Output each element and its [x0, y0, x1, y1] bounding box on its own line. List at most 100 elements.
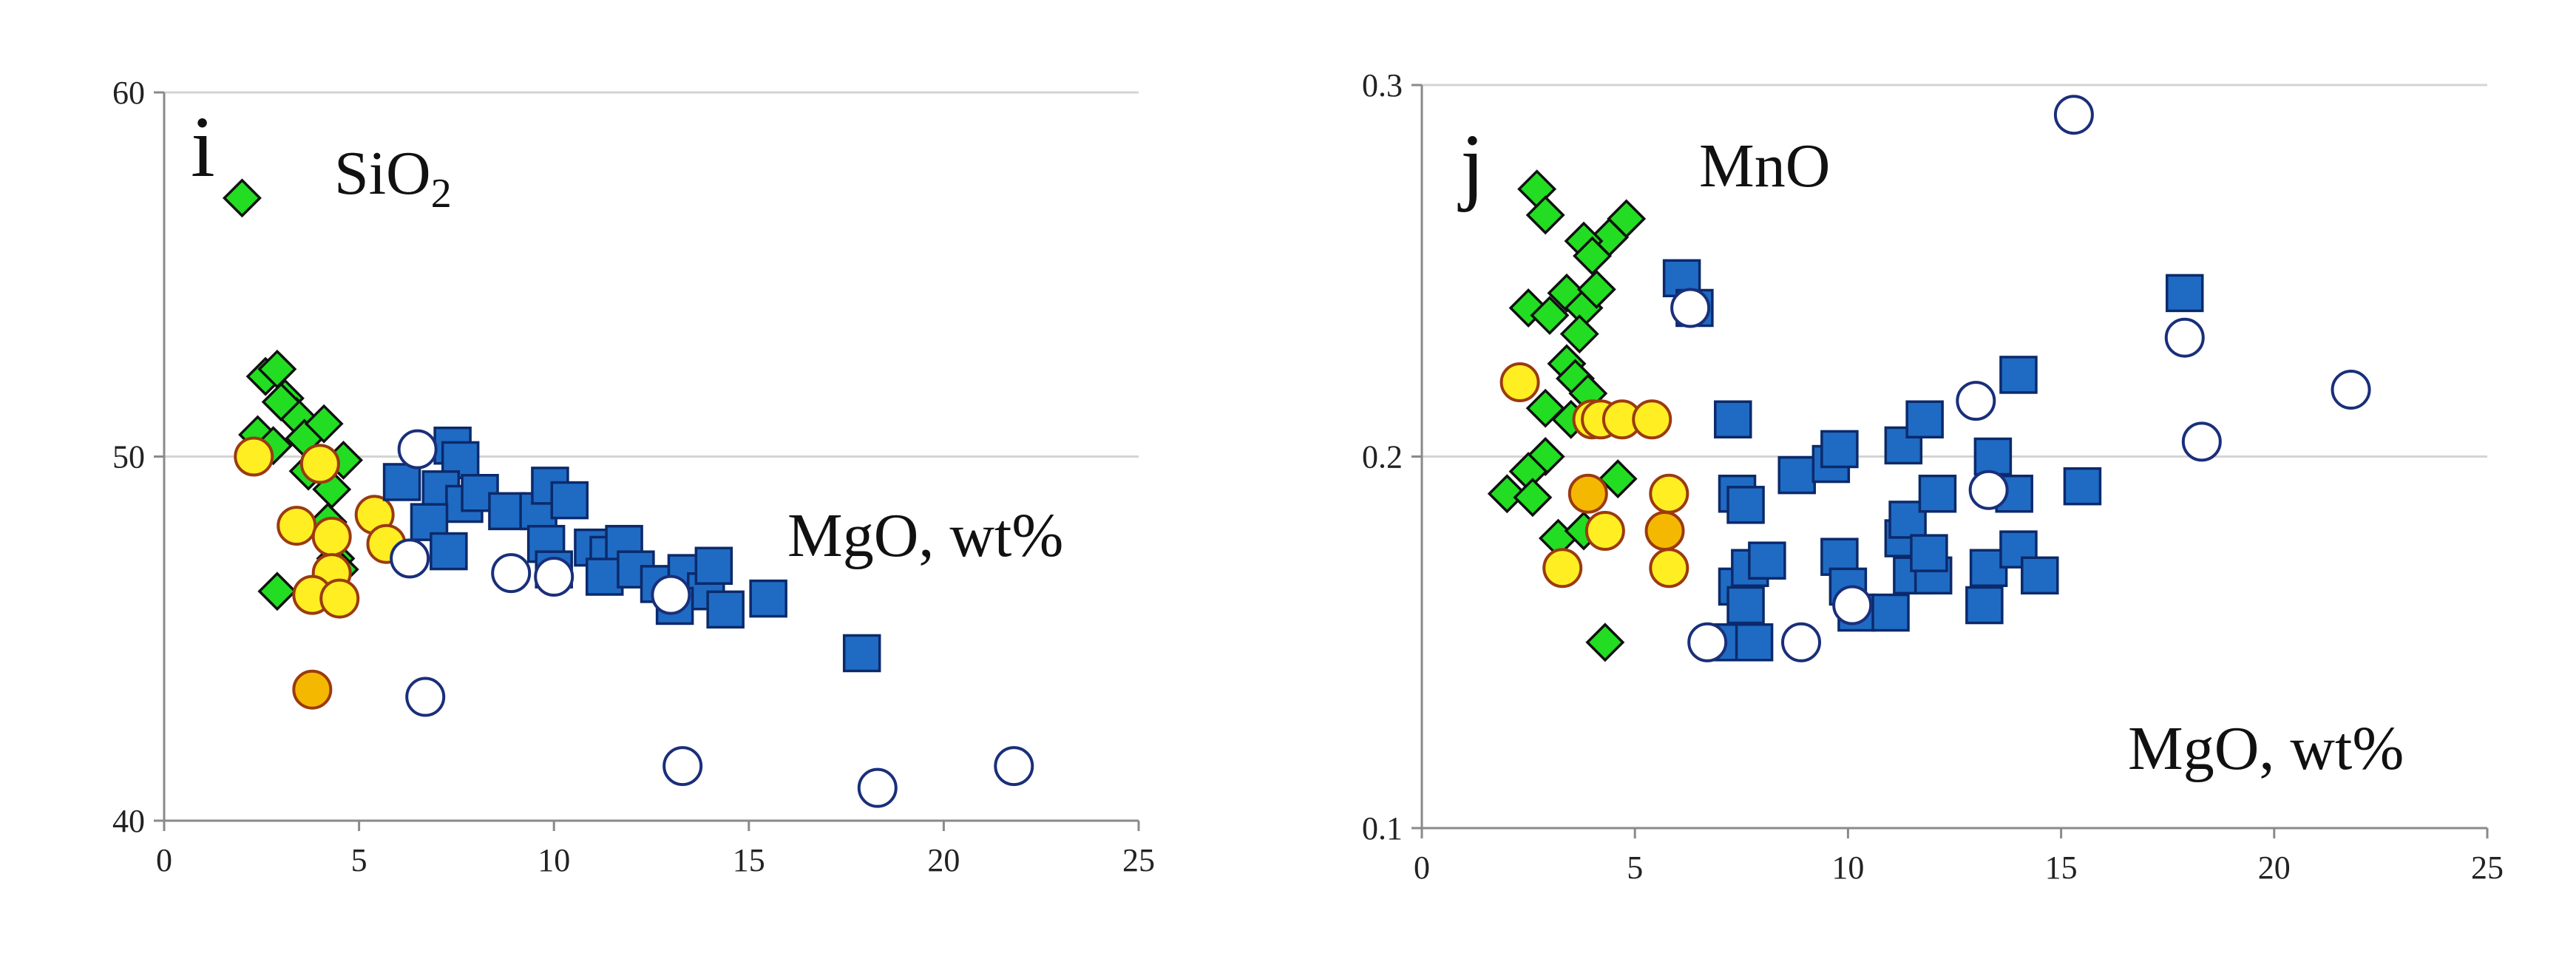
orange-circle-point: [1567, 473, 1608, 514]
white-circle-point: [1832, 585, 1873, 626]
y-tick-label: 60: [112, 75, 145, 111]
blue-square-point: [1910, 534, 1948, 572]
blue-square-point: [1748, 541, 1786, 580]
green-diamond-point: [1530, 296, 1570, 336]
white-circle-point: [2181, 421, 2222, 462]
green-diamond-point: [257, 572, 297, 611]
panel-j-letter: j: [1457, 116, 1485, 213]
panel-j: 0 5 10 15 20 25 0.1 0.2 0.3 j MnO MgO, w…: [1362, 67, 2504, 886]
x-tick-label: 15: [733, 842, 765, 878]
blue-square-point: [1999, 356, 2038, 394]
green-diamond-point: [1559, 314, 1599, 354]
blue-square-point: [1965, 586, 2004, 625]
blue-square-point: [2063, 467, 2102, 506]
white-circle-point: [994, 746, 1034, 787]
blue-square-point: [1726, 486, 1765, 524]
green-diamond-point: [1487, 474, 1527, 514]
yellow-circle-point: [234, 436, 274, 477]
panel-j-ticks: [1411, 84, 2489, 838]
x-tick-label: 20: [2258, 850, 2291, 886]
panel-i-gridlines: [164, 91, 1139, 458]
blue-square-point: [550, 481, 589, 520]
yellow-circle-point: [1542, 548, 1583, 589]
yellow-circle-point: [1649, 473, 1689, 514]
white-circle-point: [491, 553, 532, 594]
panel-j-x-label: MgO, wt%: [2128, 714, 2404, 783]
blue-square-point: [1905, 400, 1944, 438]
white-circle-point: [662, 746, 703, 787]
blue-square-point: [382, 463, 421, 501]
blue-square-point: [1777, 455, 1816, 495]
white-circle-point: [390, 538, 430, 579]
x-tick-label: 25: [1122, 842, 1155, 878]
white-circle-point: [1968, 469, 2009, 510]
blue-square-point: [1714, 400, 1752, 438]
blue-square-point: [1918, 475, 1957, 513]
x-tick-label: 10: [538, 842, 570, 878]
white-circle-point: [857, 767, 898, 808]
blue-square-point: [2021, 556, 2059, 595]
green-diamond-point: [1598, 459, 1638, 499]
y-tick-label: 0.3: [1362, 67, 1403, 104]
blue-square-point: [1973, 437, 2013, 476]
blue-square-point: [1871, 593, 1910, 632]
white-circle-point: [405, 677, 446, 717]
y-tick-label: 50: [112, 439, 145, 475]
panel-j-x-tick-labels: 0 5 10 15 20 25: [1414, 850, 2504, 886]
panel-j-gridlines: [1422, 84, 2487, 458]
blue-square-point: [694, 546, 733, 585]
blue-square-point: [430, 532, 468, 571]
green-diamond-point: [1573, 236, 1613, 276]
y-tick-label: 0.1: [1362, 810, 1403, 847]
panel-i-x-label: MgO, wt%: [787, 501, 1063, 570]
blue-square-point: [585, 557, 624, 596]
green-diamond-point: [1513, 478, 1553, 518]
x-tick-label: 25: [2471, 850, 2504, 886]
white-circle-point: [2164, 317, 2205, 358]
orange-circle-point: [292, 669, 333, 710]
yellow-circle-point: [319, 578, 360, 619]
panel-j-oxide-label: MnO: [1699, 132, 1830, 200]
x-tick-label: 5: [1627, 850, 1643, 886]
panel-i-oxide-label: SiO2: [334, 139, 452, 217]
panel-i: 0 5 10 15 20 25 40 50 60 i SiO2 MgO, wt%: [112, 75, 1155, 878]
yellow-circle-point: [1649, 548, 1689, 589]
yellow-circle-point: [311, 516, 352, 557]
x-tick-label: 0: [1414, 850, 1430, 886]
blue-square-point: [706, 590, 745, 629]
x-tick-label: 15: [2045, 850, 2078, 886]
white-circle-point: [1956, 381, 1996, 421]
yellow-circle-point: [277, 506, 317, 546]
green-diamond-point: [261, 382, 301, 422]
white-circle-point: [1670, 288, 1711, 328]
panel-j-y-tick-labels: 0.1 0.2 0.3: [1362, 67, 1403, 847]
blue-square-point: [1820, 430, 1859, 469]
green-diamond-point: [222, 178, 262, 218]
blue-square-point: [1735, 623, 1774, 662]
x-tick-label: 5: [351, 842, 367, 878]
y-tick-label: 0.2: [1362, 439, 1403, 475]
panel-i-y-tick-labels: 40 50 60: [112, 75, 145, 839]
white-circle-point: [1780, 622, 1821, 662]
panel-i-letter: i: [191, 98, 215, 195]
panel-j-data-points: [1487, 95, 2371, 662]
green-diamond-point: [1576, 269, 1616, 309]
white-circle-point: [2331, 370, 2371, 410]
green-diamond-point: [1525, 195, 1565, 235]
blue-square-point: [1726, 586, 1765, 625]
blue-square-point: [2166, 274, 2204, 313]
panel-i-data-points: [222, 178, 1034, 808]
blue-square-point: [842, 634, 881, 673]
green-diamond-point: [1585, 623, 1625, 662]
yellow-circle-point: [1499, 362, 1540, 402]
white-circle-point: [534, 557, 574, 597]
white-circle-point: [2053, 95, 2094, 135]
x-tick-label: 10: [1831, 850, 1864, 886]
y-tick-label: 40: [112, 803, 145, 839]
yellow-circle-point: [299, 444, 340, 484]
yellow-circle-point: [1584, 511, 1625, 551]
panel-i-oxide-subscript: 2: [431, 171, 452, 217]
white-circle-point: [651, 574, 691, 615]
panel-i-x-tick-labels: 0 5 10 15 20 25: [156, 842, 1155, 878]
